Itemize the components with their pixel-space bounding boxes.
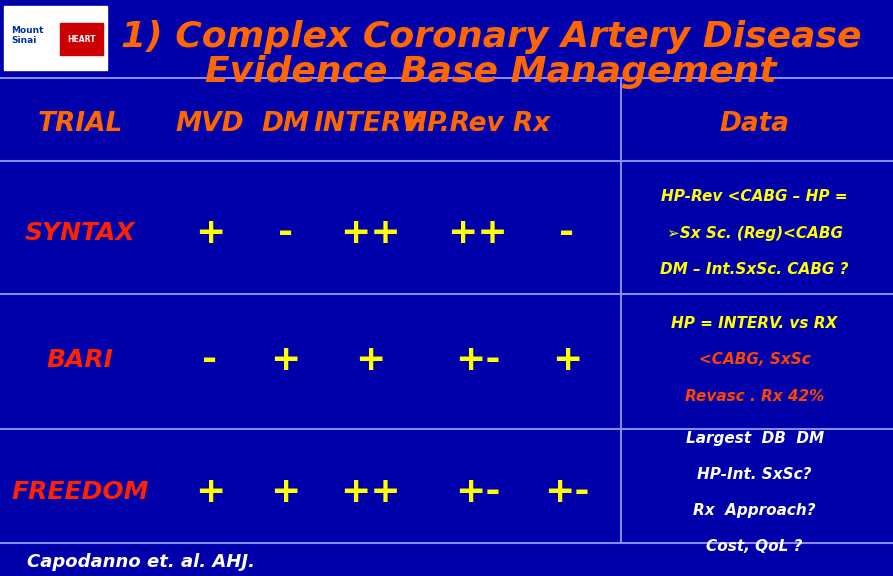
- Text: BARI: BARI: [47, 348, 113, 372]
- Text: FREEDOM: FREEDOM: [12, 480, 149, 505]
- Text: ++: ++: [447, 216, 508, 251]
- Text: SYNTAX: SYNTAX: [25, 221, 136, 245]
- Text: Revasc . Rx 42%: Revasc . Rx 42%: [685, 389, 824, 404]
- Text: +-: +-: [455, 343, 500, 377]
- Text: +: +: [355, 343, 386, 377]
- FancyBboxPatch shape: [60, 23, 103, 55]
- Text: HP = INTERV. vs RX: HP = INTERV. vs RX: [672, 316, 838, 331]
- Text: HP-Int. SxSc?: HP-Int. SxSc?: [697, 467, 812, 482]
- Text: 1) Complex Coronary Artery Disease: 1) Complex Coronary Artery Disease: [121, 20, 862, 55]
- Text: INTERV.: INTERV.: [313, 111, 428, 137]
- Text: +: +: [195, 216, 225, 251]
- Text: <CABG, SxSc: <CABG, SxSc: [698, 353, 811, 367]
- Text: -: -: [560, 216, 574, 251]
- Text: TRIAL: TRIAL: [38, 111, 123, 137]
- Text: ++: ++: [340, 475, 401, 510]
- Text: +-: +-: [545, 475, 589, 510]
- Text: HP-Rev <CABG – HP =: HP-Rev <CABG – HP =: [662, 190, 847, 204]
- Text: +: +: [195, 475, 225, 510]
- Text: +: +: [271, 343, 301, 377]
- Text: +-: +-: [455, 475, 500, 510]
- Text: Capodanno et. al. AHJ.: Capodanno et. al. AHJ.: [27, 552, 261, 571]
- Text: HEART: HEART: [67, 35, 96, 44]
- Text: DM – Int.SxSc. CABG ?: DM – Int.SxSc. CABG ?: [660, 262, 849, 277]
- Text: +: +: [271, 475, 301, 510]
- Text: Largest  DB  DM: Largest DB DM: [686, 430, 823, 446]
- Text: Cost, QoL ?: Cost, QoL ?: [706, 539, 803, 555]
- Text: -: -: [203, 343, 217, 377]
- FancyBboxPatch shape: [4, 6, 107, 70]
- Text: Data: Data: [720, 111, 789, 137]
- Text: MVD: MVD: [176, 111, 244, 137]
- Text: Evidence Base Management: Evidence Base Management: [205, 55, 777, 89]
- Text: ++: ++: [340, 216, 401, 251]
- Text: DM: DM: [262, 111, 310, 137]
- Text: Mount
Sinai: Mount Sinai: [12, 26, 44, 46]
- Text: ➢Sx Sc. (Reg)<CABG: ➢Sx Sc. (Reg)<CABG: [666, 226, 843, 241]
- Text: Rx  Approach?: Rx Approach?: [693, 503, 816, 518]
- Text: HP.Rev Rx: HP.Rev Rx: [405, 111, 550, 137]
- Text: +: +: [552, 343, 582, 377]
- Text: -: -: [279, 216, 293, 251]
